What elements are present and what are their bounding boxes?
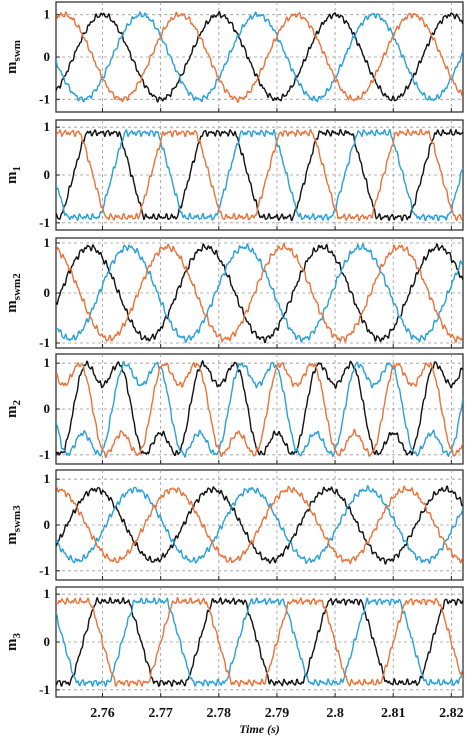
series-line — [56, 242, 463, 343]
y-tick-label: -1 — [39, 563, 50, 578]
x-tick-label: 2.81 — [381, 706, 406, 721]
y-tick-label: 0 — [44, 517, 51, 532]
panel-3: -1 0 1 mswm2 — [4, 235, 464, 350]
panel-5: -1 0 1 mswm3 — [4, 469, 464, 581]
series-line — [56, 596, 463, 688]
series-line — [56, 128, 463, 222]
y-tick-label: 1 — [44, 586, 51, 601]
x-axis-label: Time (s) — [239, 722, 280, 736]
y-axis-label: m1 — [4, 166, 23, 184]
panel-6: -1 0 1 m3 2.76 2.77 2.78 2.79 2.8 2.81 2.82 Time (s… — [4, 586, 464, 736]
x-tick-label: 2.79 — [265, 706, 290, 721]
y-tick-label: 1 — [44, 235, 51, 250]
panel-2: -1 0 1 m1 — [4, 119, 464, 231]
y-tick-label: 1 — [44, 7, 51, 22]
series-line — [56, 485, 463, 565]
x-tick-label: 2.78 — [207, 706, 232, 721]
y-tick-label: -1 — [39, 215, 50, 230]
y-tick-label: 0 — [44, 401, 51, 416]
y-tick-label: 0 — [44, 49, 51, 64]
y-axis-label: mswm3 — [4, 505, 23, 545]
series-line — [56, 360, 463, 457]
series-line — [56, 362, 463, 459]
y-tick-label: 0 — [44, 634, 51, 649]
series-line — [56, 597, 463, 687]
x-tick-label: 2.77 — [148, 706, 173, 721]
series-line — [56, 485, 463, 565]
y-tick-label: 1 — [44, 119, 51, 134]
x-tick-label: 2.76 — [90, 706, 115, 721]
y-tick-label: -1 — [39, 335, 50, 350]
y-axis-label: m3 — [4, 633, 23, 652]
series-line — [56, 243, 463, 344]
series-line — [56, 128, 463, 222]
y-tick-label: 0 — [44, 285, 51, 300]
y-axis-label: mswm2 — [4, 273, 23, 313]
panel-4: -1 0 1 m2 — [4, 353, 464, 465]
y-tick-label: 1 — [44, 355, 51, 370]
y-tick-label: 1 — [44, 471, 51, 486]
y-tick-label: -1 — [39, 91, 50, 106]
y-tick-label: 0 — [44, 167, 51, 182]
series-line — [56, 11, 463, 103]
series-line — [56, 128, 463, 222]
series-line — [56, 485, 463, 565]
y-axis-label: mswm — [4, 40, 23, 74]
panel-1: -1 0 1 mswm — [4, 1, 464, 113]
y-tick-label: -1 — [39, 447, 50, 462]
x-tick-label: 2.8 — [326, 706, 344, 721]
series-line — [56, 11, 463, 103]
series-line — [56, 11, 463, 104]
series-line — [56, 360, 463, 458]
series-line — [56, 596, 463, 688]
y-axis-label: m2 — [4, 400, 23, 419]
x-tick-label: 2.82 — [439, 706, 464, 721]
y-tick-label: -1 — [39, 682, 50, 697]
series-line — [56, 243, 463, 344]
